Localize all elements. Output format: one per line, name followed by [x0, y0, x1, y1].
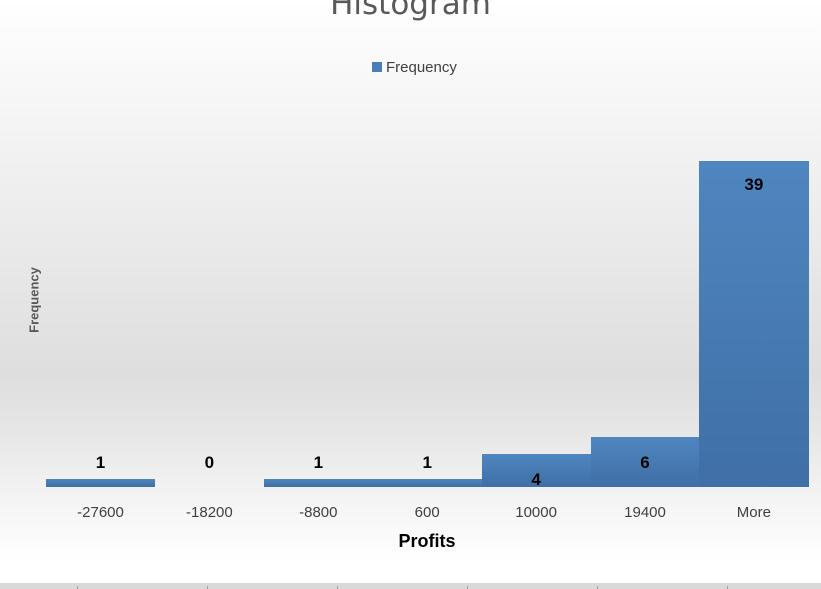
data-label: 4 [531, 469, 541, 489]
data-label: 1 [313, 453, 324, 472]
x-tick-label: 10000 [515, 504, 557, 521]
x-tick-label: -18200 [186, 504, 233, 521]
x-tick-label: 19400 [624, 504, 666, 521]
histogram-bar [481, 453, 591, 487]
x-tick-label: More [736, 504, 771, 521]
column-divider [467, 586, 468, 589]
legend-swatch-icon [372, 62, 382, 72]
chart-title: Histogram [330, 0, 491, 22]
column-divider [597, 586, 598, 589]
histogram-bar [590, 436, 700, 487]
spreadsheet-column-strip [0, 583, 821, 589]
data-label: 0 [204, 453, 215, 472]
column-divider [337, 586, 338, 589]
column-divider [727, 586, 728, 589]
histogram-bar [46, 478, 156, 487]
x-tick-label: 600 [414, 504, 440, 521]
histogram-bar [263, 478, 374, 487]
data-label: 6 [640, 452, 650, 472]
data-label: 1 [422, 453, 432, 472]
y-axis-label: Frequency [26, 267, 42, 333]
x-axis-label: Profits [398, 531, 456, 551]
column-divider [207, 586, 208, 589]
plot-area: 1 0 1 1 4 6 39 [46, 0, 809, 489]
column-divider [77, 586, 78, 589]
legend: Frequency [372, 58, 457, 76]
data-label: 39 [744, 175, 764, 194]
histogram-bar [372, 478, 483, 487]
data-label: 1 [95, 453, 106, 472]
histogram-bar [699, 161, 809, 487]
legend-label: Frequency [386, 58, 457, 76]
x-tick-label: -8800 [299, 504, 338, 521]
x-tick-label: -27600 [77, 504, 124, 521]
